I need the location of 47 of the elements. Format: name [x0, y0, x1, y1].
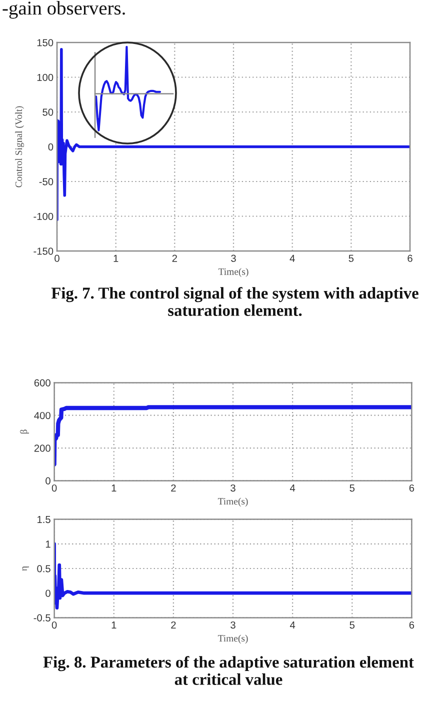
x-tick-label: 2 [171, 621, 176, 629]
x-tick-label: 6 [409, 621, 414, 629]
y-axis-title: Control Signal (Volt) [15, 106, 24, 188]
x-tick-label: 2 [172, 254, 177, 262]
y-tick-label: 1.5 [38, 516, 50, 524]
x-tick-label: 4 [290, 254, 295, 262]
x-axis-title: Time(s) [218, 498, 248, 507]
y-tick-label: 1 [46, 540, 50, 548]
x-tick-label: 3 [230, 484, 236, 492]
y-tick-label: 400 [34, 412, 50, 420]
y-tick-label: 100 [37, 74, 54, 82]
x-tick-label: 6 [408, 254, 412, 262]
text: -gain observers. [2, 1, 125, 19]
y-tick-label: 200 [34, 444, 50, 452]
x-tick-label: 0 [54, 254, 60, 262]
y-axis-title: β [20, 430, 29, 434]
y-tick-label: 600 [34, 379, 50, 386]
y-tick-label: 0 [46, 590, 50, 597]
x-tick-label: 5 [350, 622, 355, 629]
x-tick-label: 4 [290, 622, 296, 629]
x-tick-label: 6 [409, 484, 414, 492]
y-tick-label: -0.5 [34, 614, 50, 622]
x-tick-label: 5 [348, 254, 354, 262]
x-tick-label: 1 [114, 254, 118, 262]
y-tick-label: 0 [48, 143, 54, 151]
line-series [54, 542, 412, 610]
x-tick-label: 1 [112, 484, 116, 492]
x-tick-label: 3 [230, 621, 236, 629]
line-series [54, 405, 412, 466]
y-tick-label: -50 [39, 178, 54, 186]
y-tick-label: -100 [34, 212, 54, 220]
y-tick-label: 150 [37, 39, 54, 46]
x-axis-title: Time(s) [218, 634, 248, 644]
y-tick-label: -150 [34, 248, 54, 255]
caption: Fig. 7. The control signal of the system with adaptive saturation element. [51, 287, 418, 316]
x-tick-label: 2 [171, 484, 176, 492]
y-tick-label: 50 [42, 108, 54, 116]
y-axis-title: η [22, 566, 29, 571]
x-tick-label: 3 [231, 254, 236, 262]
x-tick-label: 4 [290, 484, 296, 492]
line-series [57, 48, 410, 222]
x-axis-title: Time(s) [218, 268, 248, 277]
caption: Fig. 8. Parameters of the adaptive saturation element at critical value [43, 656, 414, 686]
x-tick-label: 1 [112, 622, 116, 629]
x-tick-label: 5 [350, 484, 355, 492]
y-tick-label: 0.5 [37, 565, 50, 572]
y-tick-label: 0 [46, 477, 50, 484]
